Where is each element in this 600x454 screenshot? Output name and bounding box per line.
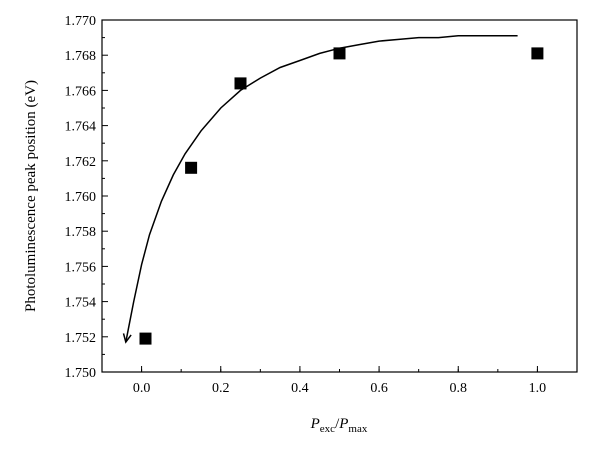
fit-curve-layer: [122, 35, 518, 344]
fit-curve-arrowhead: [122, 333, 132, 344]
data-point-square: [531, 47, 544, 60]
y-tick-label: 1.752: [65, 331, 97, 346]
y-tick-label: 1.760: [65, 190, 97, 205]
x-axis-ticks: 0.0 0.2 0.4 0.6 0.8 1.0: [101, 366, 578, 396]
fit-curve: [125, 35, 518, 343]
data-point-square: [185, 161, 198, 174]
y-tick-label: 1.770: [65, 14, 97, 29]
data-point-square: [234, 77, 247, 90]
data-points: [139, 47, 544, 345]
y-tick-label: 1.766: [65, 84, 97, 99]
x-tick-label: 0.2: [212, 381, 230, 396]
y-axis-label: Photoluminescence peak position (eV): [23, 80, 39, 312]
y-tick-label: 1.750: [65, 366, 97, 381]
x-tick-label: 0.0: [133, 381, 151, 396]
y-tick-label: 1.756: [65, 260, 97, 275]
data-point-square: [139, 332, 152, 345]
plot-frame: [101, 19, 578, 373]
x-tick-label: 0.6: [370, 381, 388, 396]
data-point-square: [333, 47, 346, 60]
y-tick-label: 1.768: [65, 49, 97, 64]
x-axis-label: Pexc/Pmax: [310, 416, 368, 435]
y-tick-label: 1.754: [65, 296, 97, 311]
y-tick-label: 1.762: [65, 155, 97, 170]
y-tick-label: 1.764: [65, 120, 97, 135]
x-tick-label: 1.0: [529, 381, 547, 396]
y-axis-ticks: 1.750 1.752 1.754 1.756 1.758 1.760 1.762 1.764…: [65, 14, 108, 381]
y-tick-label: 1.758: [65, 225, 97, 240]
x-tick-label: 0.4: [291, 381, 309, 396]
x-tick-label: 0.8: [450, 381, 468, 396]
